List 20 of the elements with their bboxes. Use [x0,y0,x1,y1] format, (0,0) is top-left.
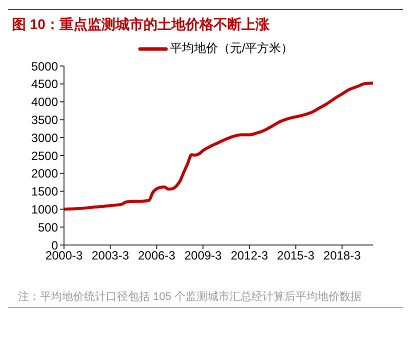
y-tick-label: 4500 [31,77,58,92]
x-tick-label: 2003-3 [92,248,130,263]
y-tick-label: 2500 [31,148,58,163]
x-tick-label: 2012-3 [230,248,268,263]
y-tick-label: 5000 [31,59,58,74]
line-series [64,82,373,211]
y-tick-label: 1000 [31,202,58,216]
x-tick-label: 2018-3 [323,248,362,263]
y-tick-label: 2000 [31,166,58,181]
y-tick-label: 1500 [31,184,58,199]
y-tick-label: 4000 [31,95,58,110]
x-tick-label: 2015-3 [277,248,315,263]
x-tick-label: 2009-3 [184,248,222,263]
y-tick-label: 500 [38,220,58,234]
y-tick-label: 3500 [31,112,58,127]
text: 注：平均地价统计口径包括 105 个监测城市汇总经计算后平均地价数据 [8,289,403,308]
y-tick-label: 3000 [31,130,58,145]
legend-label: 平均地价（元/平方米） [170,40,294,57]
chart-title: 图 10：重点监测城市的土地价格不断上涨 [8,9,403,34]
x-tick-label: 2006-3 [138,248,176,263]
